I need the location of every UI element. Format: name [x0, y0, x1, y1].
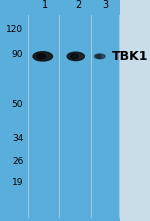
FancyBboxPatch shape: [120, 0, 150, 221]
Text: 34: 34: [12, 134, 23, 143]
Text: 3: 3: [102, 0, 108, 10]
Ellipse shape: [97, 55, 101, 58]
Ellipse shape: [37, 54, 46, 59]
Text: 19: 19: [12, 178, 23, 187]
Text: TBK1: TBK1: [112, 50, 149, 63]
Text: 26: 26: [12, 157, 23, 166]
Ellipse shape: [33, 52, 52, 61]
Text: 2: 2: [75, 0, 81, 10]
Ellipse shape: [94, 54, 105, 59]
Text: 90: 90: [12, 50, 23, 59]
Text: 50: 50: [12, 101, 23, 109]
Ellipse shape: [67, 52, 84, 61]
Ellipse shape: [70, 54, 78, 59]
Text: 120: 120: [6, 25, 23, 34]
Text: 1: 1: [42, 0, 48, 10]
